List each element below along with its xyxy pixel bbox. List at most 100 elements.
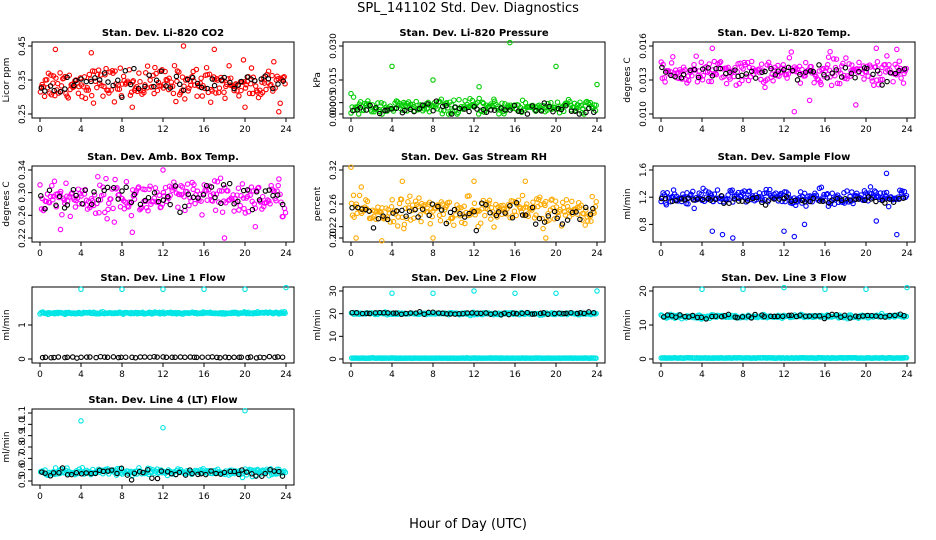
- data-point: [217, 175, 224, 181]
- data-point: [57, 70, 63, 76]
- data-point: [434, 106, 441, 112]
- data-point: [131, 191, 138, 198]
- x-tick-label: 16: [819, 370, 831, 380]
- y-tick-label: 0.7: [18, 451, 28, 465]
- data-point: [364, 198, 371, 205]
- data-point-outlier: [430, 235, 436, 241]
- data-point-outlier: [399, 178, 406, 185]
- data-point: [816, 68, 823, 74]
- data-point: [209, 76, 216, 82]
- data-point: [698, 314, 705, 321]
- data-point: [439, 110, 446, 117]
- y-tick-label: 0.35: [18, 70, 28, 90]
- data-point: [370, 225, 377, 231]
- data-point: [576, 111, 583, 117]
- data-point: [537, 310, 544, 317]
- data-point: [589, 193, 595, 200]
- x-tick-label: 8: [430, 249, 436, 259]
- data-point: [510, 310, 517, 316]
- data-point: [443, 102, 449, 109]
- data-point: [110, 205, 116, 212]
- data-point: [276, 109, 282, 115]
- data-point: [563, 197, 570, 203]
- data-point: [670, 54, 676, 60]
- data-point: [725, 64, 731, 71]
- data-point: [748, 315, 755, 321]
- data-point: [500, 202, 506, 209]
- data-point: [785, 64, 792, 71]
- data-point: [721, 200, 727, 206]
- data-point: [821, 191, 827, 198]
- data-point: [365, 98, 371, 104]
- data-point: [43, 77, 50, 83]
- data-point: [52, 92, 58, 99]
- data-point: [242, 85, 249, 91]
- data-point: [451, 222, 457, 228]
- data-point: [841, 312, 848, 319]
- data-point: [186, 202, 192, 209]
- data-point: [492, 310, 499, 316]
- data-point: [104, 184, 111, 191]
- data-point: [126, 199, 133, 205]
- x-tick-label: 4: [389, 249, 395, 259]
- data-point: [128, 477, 135, 483]
- data-point-outlier: [242, 286, 248, 293]
- data-point: [867, 184, 874, 190]
- data-point: [591, 109, 597, 116]
- y-tick-label: 0.9: [18, 428, 28, 443]
- x-tick-label: 12: [468, 370, 479, 380]
- data-point: [144, 63, 151, 69]
- data-point: [588, 218, 594, 224]
- data-point: [174, 78, 180, 85]
- data-point: [842, 65, 849, 71]
- x-tick-label: 8: [430, 125, 436, 135]
- data-point: [859, 196, 865, 203]
- data-point-outlier: [791, 108, 798, 115]
- data-point: [759, 69, 765, 75]
- data-point-outlier: [180, 43, 187, 49]
- x-tick-label: 16: [819, 249, 831, 259]
- data-point: [540, 225, 546, 232]
- y-tick-label: 1.6: [639, 163, 649, 178]
- data-point: [206, 71, 213, 78]
- data-point-outlier: [476, 84, 482, 90]
- y-tick-label: 0.26: [18, 205, 28, 225]
- data-point: [39, 469, 45, 475]
- x-tick-label: 0: [658, 249, 664, 259]
- data-point: [507, 202, 513, 209]
- data-point: [406, 208, 413, 214]
- x-tick-label: 0: [658, 125, 664, 135]
- data-point: [821, 71, 827, 78]
- data-point: [129, 354, 135, 361]
- x-axis-label: Hour of Day (UTC): [409, 517, 527, 532]
- data-point: [74, 355, 80, 361]
- data-point: [851, 66, 857, 73]
- data-point-outlier: [201, 286, 207, 293]
- data-point: [79, 464, 86, 471]
- data-point: [173, 98, 179, 105]
- data-point: [153, 70, 159, 77]
- data-point: [568, 108, 575, 114]
- data-point: [92, 210, 99, 217]
- data-point: [508, 102, 514, 108]
- data-point: [275, 354, 281, 360]
- data-point: [256, 197, 263, 203]
- data-point: [221, 89, 227, 96]
- data-point: [545, 311, 551, 317]
- data-point-outlier: [160, 424, 166, 431]
- data-point: [189, 74, 196, 81]
- data-point: [443, 220, 450, 227]
- data-point: [226, 180, 233, 187]
- data-point-outlier: [353, 235, 359, 241]
- data-point: [448, 101, 455, 108]
- data-point: [833, 56, 840, 62]
- data-point: [564, 217, 571, 223]
- data-point: [871, 82, 877, 89]
- panel-title: Stan. Dev. Line 3 Flow: [721, 273, 846, 284]
- data-point: [753, 194, 760, 201]
- data-point: [137, 201, 144, 208]
- plot-frame: [652, 41, 916, 119]
- data-point: [375, 100, 381, 106]
- data-point-outlier: [512, 290, 518, 297]
- data-point: [456, 205, 462, 211]
